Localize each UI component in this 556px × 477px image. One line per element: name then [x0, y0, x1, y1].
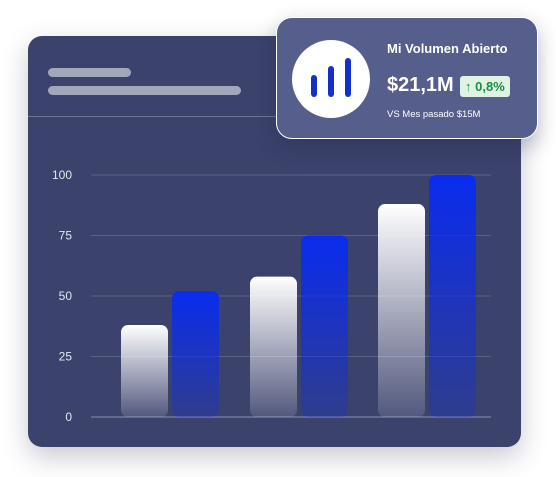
bar-blue: [301, 235, 348, 417]
title-placeholder: [48, 68, 131, 77]
bar-white: [121, 325, 168, 417]
y-tick-label: 100: [52, 168, 72, 182]
arrow-up-icon: ↑: [465, 79, 472, 94]
change-badge: ↑ 0,8%: [460, 76, 510, 97]
subtitle-placeholder: [48, 86, 241, 95]
card-title: Mi Volumen Abierto: [387, 41, 508, 56]
comparison-text: VS Mes pasado $15M: [387, 109, 481, 120]
y-tick-label: 75: [59, 229, 73, 243]
bar-chart-icon: [311, 58, 351, 97]
y-tick-label: 25: [59, 350, 73, 364]
change-percent: 0,8%: [475, 79, 505, 94]
total-value: $21,1M: [387, 74, 454, 96]
volume-summary-card: Mi Volumen Abierto $21,1M ↑ 0,8% VS Mes …: [276, 17, 538, 139]
bar-blue: [172, 291, 219, 417]
bar-white: [250, 276, 297, 417]
icon-badge: [292, 40, 370, 118]
bar-white: [378, 204, 425, 417]
bar-chart: 0 25 50 75 100: [52, 168, 491, 424]
bar-blue: [429, 175, 476, 417]
y-tick-label: 0: [65, 410, 72, 424]
header-divider: [28, 116, 521, 117]
y-tick-label: 50: [59, 289, 73, 303]
